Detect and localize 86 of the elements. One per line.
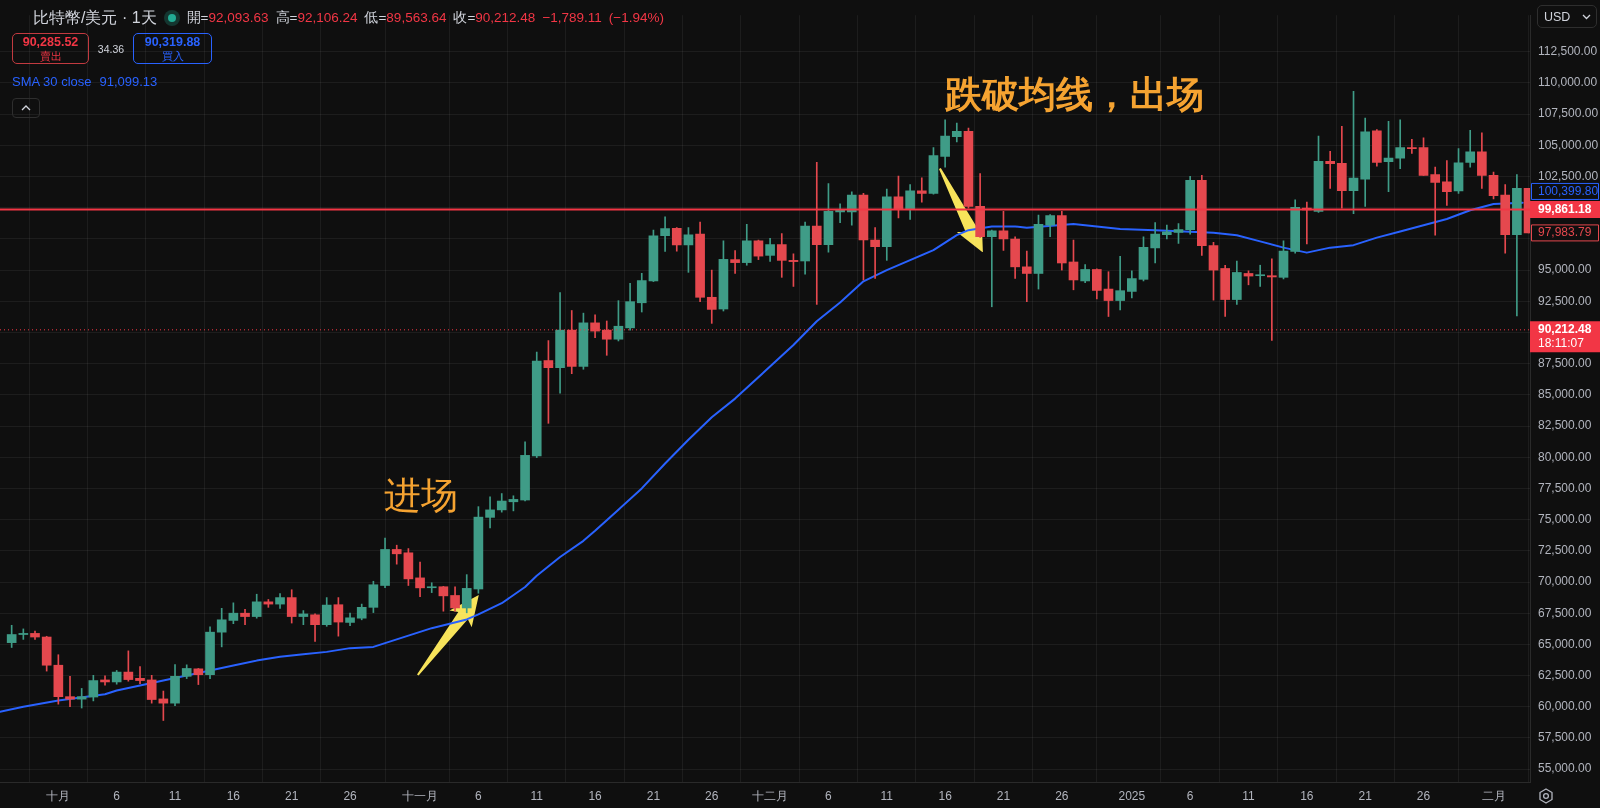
annotation: 进场	[383, 475, 458, 517]
candlestick	[485, 496, 495, 529]
sell-button: 90,285.52 賣出	[12, 33, 89, 64]
candlestick	[730, 250, 740, 274]
ref-line-label: 99,861.18	[1538, 201, 1592, 216]
candlestick	[986, 229, 997, 308]
annotation: 34.36	[96, 42, 126, 55]
candlestick	[1325, 150, 1336, 189]
y-tick-label: 60,000.00	[1538, 699, 1592, 714]
y-tick-label: 82,500.00	[1538, 418, 1592, 433]
currency-dropdown: USD	[1537, 5, 1597, 28]
y-tick-label: 85,000.00	[1538, 387, 1592, 402]
x-tick-label: 21	[996, 788, 1011, 803]
x-tick-label: 二月	[1481, 788, 1506, 803]
x-tick-label: 16	[1300, 788, 1314, 803]
x-tick-label: 11	[168, 788, 182, 803]
y-tick-label: 87,500.00	[1538, 355, 1592, 370]
y-tick-label: 55,000.00	[1538, 761, 1592, 776]
candlestick	[65, 676, 75, 708]
x-tick-label: 2025	[1118, 788, 1146, 803]
x-tick-label: 21	[285, 788, 299, 803]
y-tick-label: 105,000.00	[1538, 137, 1599, 152]
annotation: 買入	[161, 48, 184, 63]
y-tick-label: 72,500.00	[1538, 543, 1592, 558]
y-tick-label: 80,000.00	[1538, 449, 1592, 464]
text: 開=92,093.63 高=92,106.24 低=89,563.64 收=90,212.48 −1,789.11 (−1.94%)	[186, 10, 664, 25]
candlestick	[1430, 166, 1441, 236]
candlestick	[426, 582, 437, 593]
text: SMA 30 close	[12, 74, 92, 89]
x-tick-label: 6	[825, 788, 833, 803]
buy-button: 90,319.88 買入	[133, 33, 212, 64]
x-tick-label: 26	[1055, 788, 1069, 803]
x-tick-label: 11	[1242, 788, 1256, 803]
x-tick-label: 十二月	[752, 788, 789, 803]
y-tick-label: 65,000.00	[1538, 636, 1592, 651]
candlestick	[1267, 258, 1277, 341]
candlestick	[1021, 250, 1032, 302]
y-tick-label: 95,000.00	[1538, 262, 1592, 277]
y-tick-label: 62,500.00	[1538, 667, 1592, 682]
x-tick-label: 16	[938, 788, 953, 803]
annotation: 91,099.13	[99, 74, 158, 89]
candlestick	[1115, 256, 1125, 311]
x-tick-label: 26	[705, 788, 719, 803]
x-tick-label: 21	[646, 788, 661, 803]
candlestick	[1255, 264, 1265, 287]
x-tick-label: 十一月	[402, 788, 439, 803]
candlestick	[1395, 119, 1406, 170]
candlestick	[870, 227, 880, 279]
x-tick-label: 16	[588, 788, 603, 803]
y-tick-label: 57,500.00	[1538, 730, 1592, 745]
x-tick-label: 十月	[46, 788, 71, 803]
x-tick-label: 26	[1416, 788, 1431, 803]
y-tick-label: 110,000.00	[1538, 75, 1598, 90]
candlestick	[660, 216, 670, 252]
x-tick-label: 11	[530, 788, 544, 803]
y-tick-label: 102,500.00	[1538, 168, 1599, 183]
y-tick-label: 75,000.00	[1538, 511, 1592, 526]
x-tick-label: 21	[1358, 788, 1373, 803]
x-tick-label: 6	[475, 788, 483, 803]
x-tick-label: 6	[113, 788, 121, 803]
text: 97,983.79	[1538, 225, 1592, 240]
x-tick-label: 6	[1186, 788, 1194, 803]
ref-line-label: 90,212.48	[1538, 322, 1592, 337]
x-tick-label: 16	[226, 788, 241, 803]
annotation: 90,319.88	[144, 34, 201, 49]
x-tick-label: 26	[343, 788, 358, 803]
text: 18:11:07	[1538, 335, 1585, 350]
candlestick	[706, 269, 717, 324]
candlestick	[1442, 160, 1452, 206]
candlestick	[1407, 139, 1417, 154]
annotation: 賣出	[39, 48, 62, 63]
candlestick	[135, 666, 145, 684]
text: 100,399.80	[1538, 183, 1599, 198]
y-tick-label: 70,000.00	[1538, 574, 1592, 589]
y-tick-label: 67,500.00	[1538, 605, 1592, 620]
candlestick	[76, 688, 87, 709]
y-tick-label: 77,500.00	[1538, 480, 1592, 495]
x-tick-label: 11	[880, 788, 894, 803]
annotation: 跌破均线，出场	[944, 74, 1205, 116]
annotation: 90,285.52	[22, 34, 79, 49]
candlestick	[811, 161, 822, 305]
candlestick	[916, 177, 927, 203]
chart-title: 比特幣/美元 · 1天	[33, 7, 157, 28]
y-tick-label: 92,500.00	[1538, 293, 1592, 308]
y-tick-label: 112,500.00	[1538, 44, 1598, 59]
y-tick-label: 107,500.00	[1538, 106, 1599, 121]
